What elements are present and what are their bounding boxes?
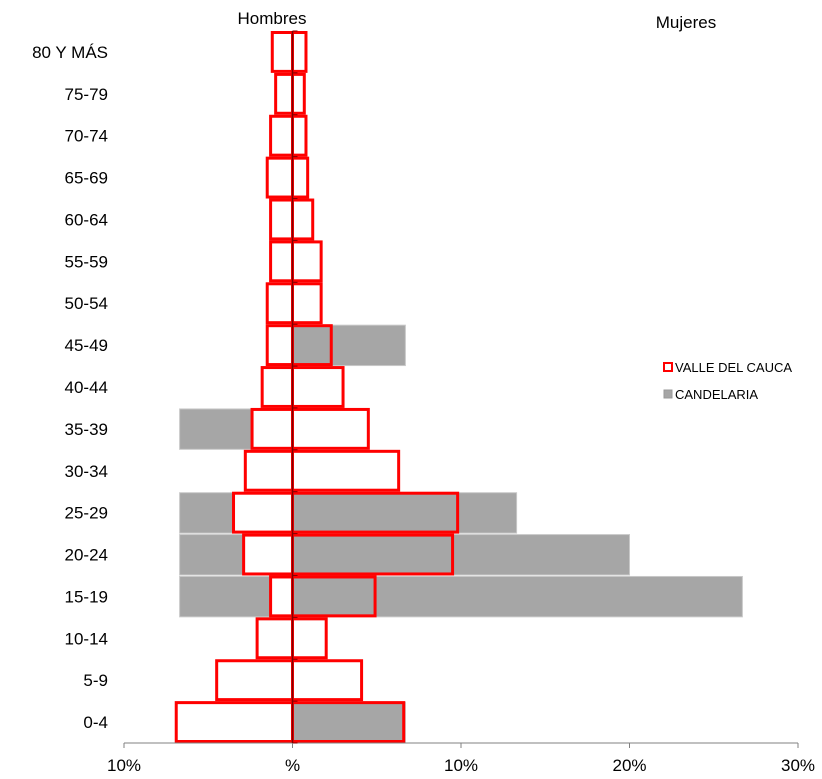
bar-valle-hombres-45-49	[265, 324, 295, 367]
x-tick-label: %	[285, 756, 300, 775]
bar-valle-hombres-75-79	[274, 72, 294, 115]
bar-valle-mujeres-75-79	[291, 72, 306, 115]
bar-valle-hombres-5-9	[215, 659, 294, 702]
x-tick-label: 20%	[612, 756, 646, 775]
bar-valle-mujeres-55-59	[291, 240, 323, 283]
category-label: 55-59	[65, 252, 108, 271]
bar-valle-hombres-55-59	[269, 240, 295, 283]
bar-valle-hombres-10-14	[255, 617, 294, 660]
category-label: 5-9	[83, 671, 108, 690]
bar-valle-hombres-25-29	[232, 491, 294, 534]
bar-valle-mujeres-50-54	[291, 282, 323, 325]
bar-valle-mujeres-40-44	[291, 366, 345, 408]
bar-valle-hombres-40-44	[260, 366, 295, 408]
category-label: 80 Y MÁS	[32, 43, 108, 62]
bar-valle-hombres-20-24	[242, 533, 294, 576]
axes	[123, 30, 799, 748]
bar-valle-hombres-50-54	[265, 282, 295, 325]
bar-valle-mujeres-10-14	[291, 617, 328, 660]
bar-valle-hombres-60-64	[269, 198, 295, 241]
header-mujeres: Mujeres	[656, 13, 716, 32]
bar-valle-mujeres-80-y-más	[291, 31, 308, 73]
bar-candelaria-mujeres-15-19	[292, 575, 743, 618]
category-label: 30-34	[65, 462, 108, 481]
category-label: 0-4	[83, 713, 108, 732]
category-label: 60-64	[65, 210, 108, 229]
category-label: 45-49	[65, 336, 108, 355]
labels: 10%% 10% 20% 30% 0-4 5-9 10-14 15-19 20-24 25-29 3…	[32, 43, 815, 775]
bar-valle-mujeres-60-64	[291, 198, 315, 241]
bar-valle-hombres-70-74	[269, 114, 295, 157]
category-label: 40-44	[65, 378, 108, 397]
legend-swatch-valle	[663, 362, 673, 372]
bar-valle-mujeres-70-74	[291, 114, 308, 157]
bar-candelaria-mujeres-45-49	[292, 324, 406, 367]
valle-del-cauca-bars	[174, 31, 460, 744]
category-label: 70-74	[65, 127, 108, 146]
x-tick-label: 10%	[107, 756, 141, 775]
category-label: 10-14	[65, 629, 108, 648]
legend: VALLE DEL CAUCA CANDELARIA	[663, 360, 792, 402]
legend-label-valle: VALLE DEL CAUCA	[675, 360, 792, 375]
category-label: 25-29	[65, 504, 108, 523]
x-tick-label: 30%	[781, 756, 815, 775]
x-tick-label: 10%	[444, 756, 478, 775]
bar-valle-mujeres-5-9	[291, 659, 364, 702]
bar-valle-hombres-65-69	[265, 156, 295, 199]
bar-candelaria-mujeres-0-4	[292, 701, 406, 744]
bar-valle-hombres-15-19	[269, 575, 295, 618]
bar-valle-mujeres-35-39	[291, 407, 370, 450]
bar-candelaria-mujeres-20-24	[292, 534, 630, 576]
bar-valle-hombres-35-39	[250, 407, 294, 450]
bar-valle-hombres-30-34	[243, 449, 295, 492]
legend-swatch-candelaria	[663, 389, 673, 399]
bar-valle-hombres-0-4	[174, 701, 294, 744]
category-label: 65-69	[65, 169, 108, 188]
bar-valle-hombres-80-y-más	[270, 31, 294, 73]
category-label: 20-24	[65, 546, 108, 565]
category-label: 75-79	[65, 85, 108, 104]
header-hombres: Hombres	[238, 9, 307, 28]
legend-label-candelaria: CANDELARIA	[675, 387, 758, 402]
category-label: 50-54	[65, 294, 108, 313]
bar-candelaria-mujeres-25-29	[292, 492, 518, 534]
category-label: 35-39	[65, 420, 108, 439]
category-label: 15-19	[65, 587, 108, 606]
bar-valle-mujeres-65-69	[291, 156, 310, 199]
bar-valle-mujeres-30-34	[291, 449, 401, 492]
